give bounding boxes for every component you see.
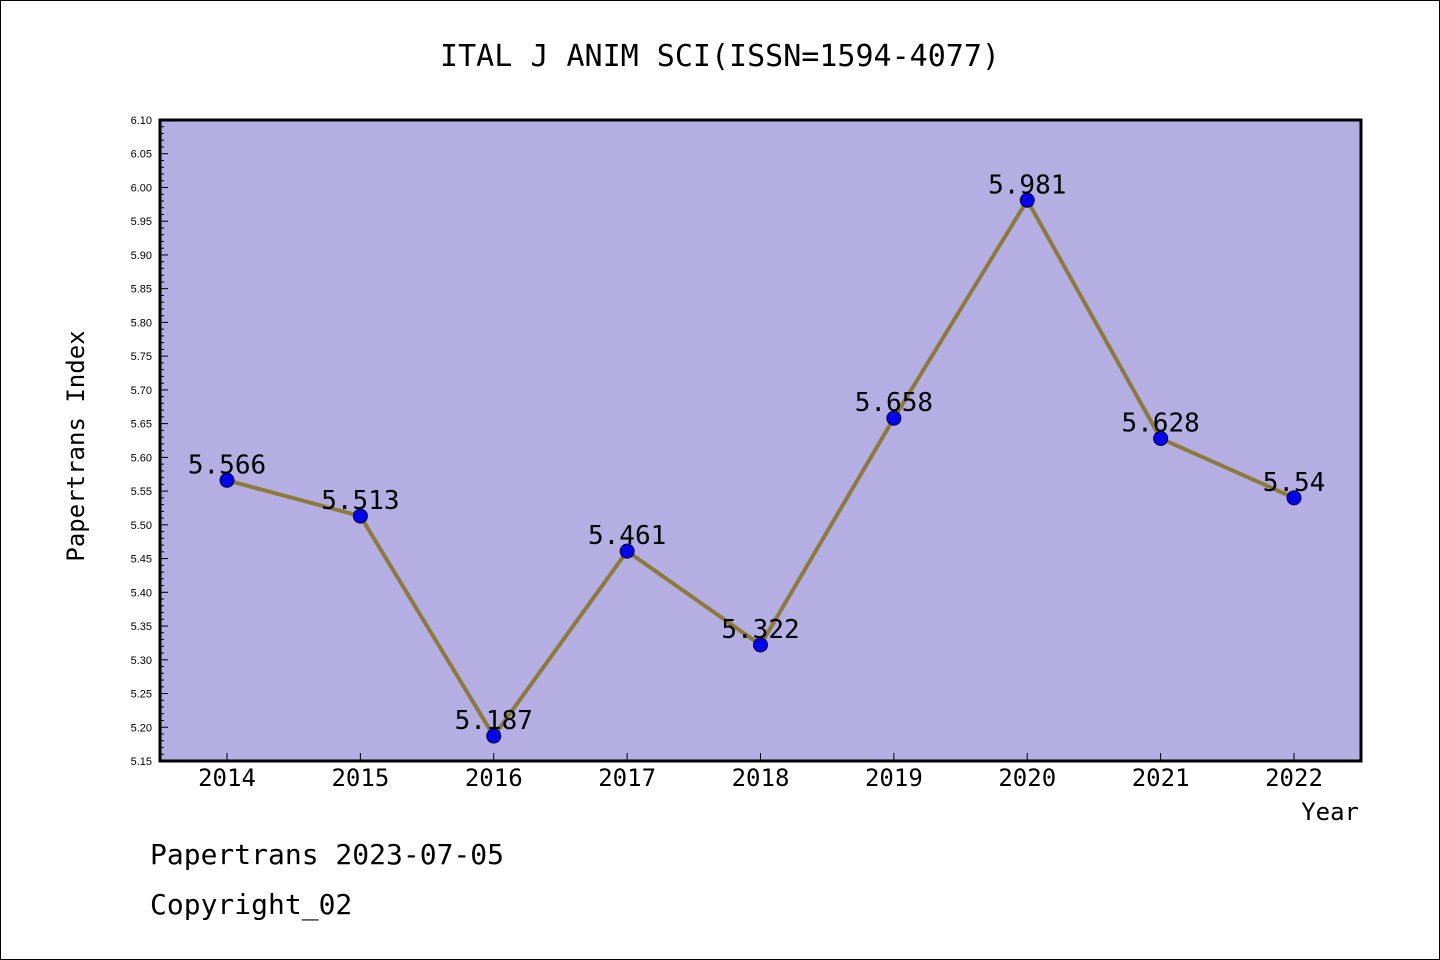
x-tick-label: 2014 [198, 764, 256, 792]
data-point [753, 637, 768, 653]
y-tick-label: 6.05 [131, 149, 152, 161]
y-tick-label: 5.65 [131, 419, 152, 431]
data-label: 5.658 [855, 388, 933, 418]
x-tick-label: 2017 [598, 764, 656, 792]
x-tick-label: 2022 [1265, 764, 1323, 792]
data-point [1153, 430, 1169, 446]
y-tick-label: 5.85 [131, 284, 152, 296]
x-axis-ticks: 2014 2015 2016 2017 2018 2019 2020 2021 2022 [198, 753, 1323, 792]
y-tick-label: 5.90 [131, 250, 152, 262]
data-point [486, 728, 502, 744]
y-tick-label: 5.75 [131, 351, 152, 363]
data-point [886, 410, 902, 426]
y-tick-label: 5.30 [131, 655, 152, 667]
data-label: 5.981 [988, 170, 1066, 200]
data-label: 5.513 [321, 486, 399, 516]
y-axis-label: Papertrans Index [62, 330, 90, 561]
footer-copyright: Copyright_02 [150, 888, 352, 922]
data-point [1019, 192, 1035, 208]
data-point [352, 508, 368, 524]
data-label: 5.628 [1121, 408, 1199, 438]
x-tick-label: 2021 [1132, 764, 1190, 792]
y-axis-ticks: 5.15 5.20 5.25 5.30 5.35 5.40 5.45 5.50 5.55 5.60… [131, 115, 168, 768]
y-tick-label: 5.15 [131, 756, 152, 768]
data-labels: 5.566 5.513 5.187 5.461 5.322 5.658 5.981 5.628… [188, 170, 1325, 736]
x-axis-label: Year [1301, 798, 1359, 826]
y-tick-label: 5.50 [131, 520, 152, 532]
data-label: 5.566 [188, 450, 266, 480]
x-tick-label: 2015 [331, 764, 389, 792]
chart-title: ITAL J ANIM SCI(ISSN=1594-4077) [440, 39, 1000, 74]
data-label: 5.54 [1263, 468, 1326, 498]
y-tick-label: 5.25 [131, 689, 152, 701]
data-label: 5.461 [588, 521, 666, 551]
y-tick-label: 5.80 [131, 317, 152, 329]
x-tick-label: 2019 [865, 764, 923, 792]
y-tick-label: 5.70 [131, 385, 152, 397]
y-tick-label: 5.35 [131, 621, 152, 633]
x-tick-label: 2016 [465, 764, 523, 792]
data-point [1286, 490, 1302, 506]
y-tick-label: 5.45 [131, 554, 152, 566]
y-tick-label: 6.10 [131, 115, 152, 127]
plot-area [158, 118, 1363, 763]
data-label: 5.187 [455, 706, 533, 736]
y-tick-label: 6.00 [131, 182, 152, 194]
series-markers [219, 192, 1302, 744]
y-tick-label: 5.20 [131, 722, 152, 734]
data-label: 5.322 [721, 615, 799, 645]
y-tick-label: 5.40 [131, 587, 152, 599]
data-point [219, 472, 235, 488]
x-tick-label: 2018 [732, 764, 790, 792]
y-tick-label: 5.60 [131, 452, 152, 464]
footer-date: Papertrans 2023-07-05 [150, 838, 504, 871]
y-tick-label: 5.95 [131, 216, 152, 228]
x-tick-label: 2020 [998, 764, 1056, 792]
data-point [619, 543, 635, 559]
y-tick-label: 5.55 [131, 486, 152, 498]
